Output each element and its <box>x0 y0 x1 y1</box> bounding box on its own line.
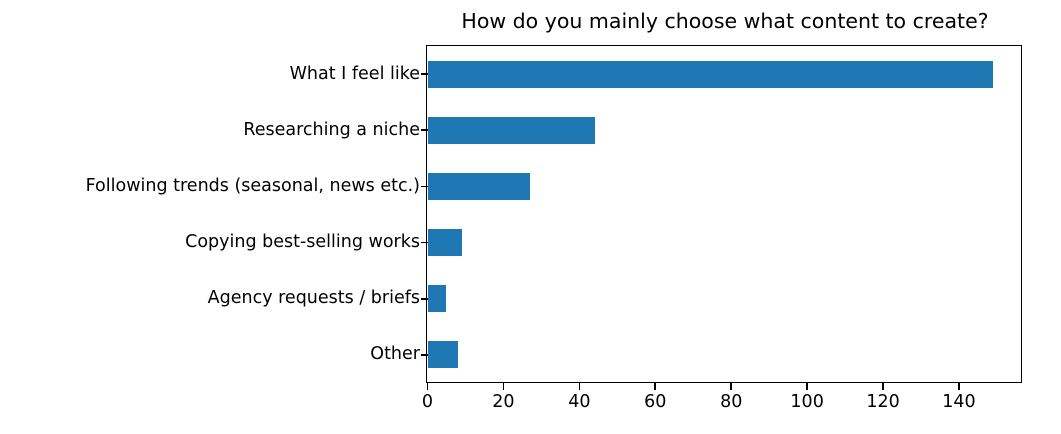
category-label: Agency requests / briefs <box>207 288 420 309</box>
bar <box>427 60 994 88</box>
x-tick-mark <box>730 383 732 390</box>
x-tick-label: 100 <box>790 392 824 412</box>
x-tick-label: 0 <box>421 392 434 412</box>
x-tick-mark <box>958 383 960 390</box>
y-tick-mark <box>420 297 428 300</box>
x-tick-label: 140 <box>942 392 976 412</box>
x-tick-mark <box>578 383 581 390</box>
x-tick-mark <box>806 383 808 390</box>
category-label: Copying best-selling works <box>185 232 420 253</box>
bar <box>427 172 530 200</box>
bar <box>427 116 595 144</box>
category-label: Following trends (seasonal, news etc.) <box>85 175 420 196</box>
x-tick-label: 80 <box>720 392 743 412</box>
bar <box>427 341 458 369</box>
x-tick-label: 60 <box>644 392 667 412</box>
x-tick-label: 120 <box>866 392 900 412</box>
x-tick-label: 40 <box>568 392 591 412</box>
chart-title: How do you mainly choose what content to… <box>461 9 989 33</box>
x-tick-mark <box>654 383 657 390</box>
y-tick-mark <box>420 354 428 356</box>
category-label: What I feel like <box>289 63 420 84</box>
category-label: Researching a niche <box>243 119 420 140</box>
x-tick-mark <box>426 383 429 390</box>
y-tick-mark <box>420 73 428 75</box>
category-label: Other <box>370 344 420 365</box>
bar <box>427 285 447 313</box>
plot-area <box>426 45 1022 383</box>
x-tick-mark <box>882 383 884 390</box>
y-tick-mark <box>420 241 428 244</box>
bar <box>427 229 462 257</box>
x-tick-mark <box>502 383 505 390</box>
y-tick-mark <box>420 129 428 132</box>
x-tick-label: 20 <box>492 392 515 412</box>
y-tick-mark <box>420 185 428 188</box>
